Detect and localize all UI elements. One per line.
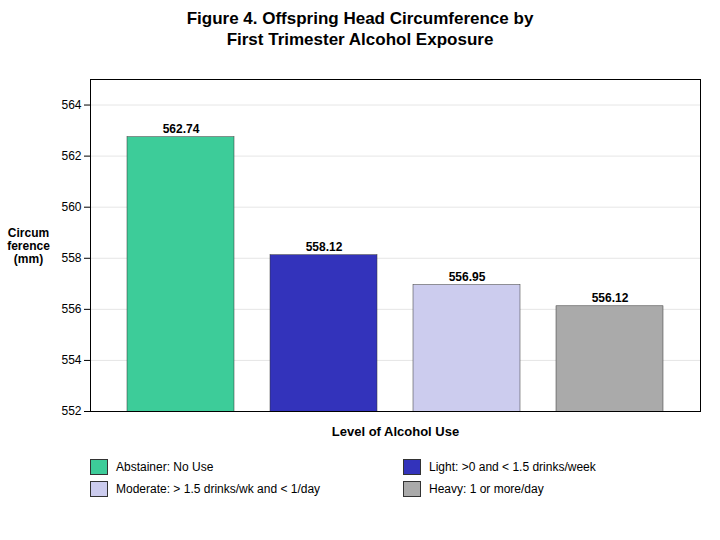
- svg-text:558.12: 558.12: [306, 240, 343, 254]
- svg-text:562.74: 562.74: [163, 122, 200, 136]
- svg-text:Level of Alcohol Use: Level of Alcohol Use: [332, 423, 459, 438]
- svg-text:552: 552: [61, 404, 81, 418]
- html-text:Moderate: > 1.5 drinks/wk and: Moderate: > 1.5 drinks/wk and < 1/day: [116, 481, 321, 496]
- svg-text:556.12: 556.12: [592, 291, 629, 305]
- svg-text:556: 556: [61, 302, 81, 316]
- svg-text:558: 558: [61, 251, 81, 265]
- svg-text:Circumference(mm): Circumference(mm): [7, 225, 50, 265]
- svg-text:556.95: 556.95: [449, 269, 486, 283]
- html-text:Abstainer: No Use: Abstainer: No Use: [116, 459, 214, 474]
- svg-text:560: 560: [61, 200, 81, 214]
- html-text:Figure 4. Offspring Head Circu: Figure 4. Offspring Head Circumference b…: [186, 9, 534, 50]
- svg-text:562: 562: [61, 148, 81, 162]
- html-text:Heavy: 1 or more/day: Heavy: 1 or more/day: [429, 481, 544, 496]
- svg-text:564: 564: [61, 97, 81, 111]
- html-text:Light: >0 and < 1.5 drinks/wee: Light: >0 and < 1.5 drinks/week: [429, 459, 596, 474]
- svg-text:554: 554: [61, 353, 81, 367]
